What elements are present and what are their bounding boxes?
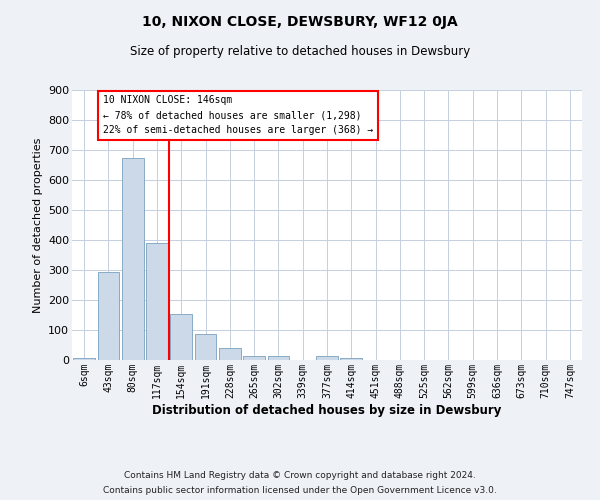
X-axis label: Distribution of detached houses by size in Dewsbury: Distribution of detached houses by size …	[152, 404, 502, 416]
Text: 10, NIXON CLOSE, DEWSBURY, WF12 0JA: 10, NIXON CLOSE, DEWSBURY, WF12 0JA	[142, 15, 458, 29]
Bar	[340, 358, 362, 360]
Bar	[268, 356, 289, 360]
Text: Contains HM Land Registry data © Crown copyright and database right 2024.: Contains HM Land Registry data © Crown c…	[124, 471, 476, 480]
Bar	[73, 358, 95, 360]
Text: 10 NIXON CLOSE: 146sqm
← 78% of detached houses are smaller (1,298)
22% of semi-: 10 NIXON CLOSE: 146sqm ← 78% of detached…	[103, 96, 373, 135]
Bar	[194, 334, 217, 360]
Bar	[316, 356, 338, 360]
Bar	[97, 272, 119, 360]
Bar	[219, 348, 241, 360]
Bar	[146, 243, 168, 360]
Text: Contains public sector information licensed under the Open Government Licence v3: Contains public sector information licen…	[103, 486, 497, 495]
Y-axis label: Number of detached properties: Number of detached properties	[32, 138, 43, 312]
Bar	[170, 314, 192, 360]
Bar	[122, 158, 143, 360]
Text: Size of property relative to detached houses in Dewsbury: Size of property relative to detached ho…	[130, 45, 470, 58]
Bar	[243, 356, 265, 360]
